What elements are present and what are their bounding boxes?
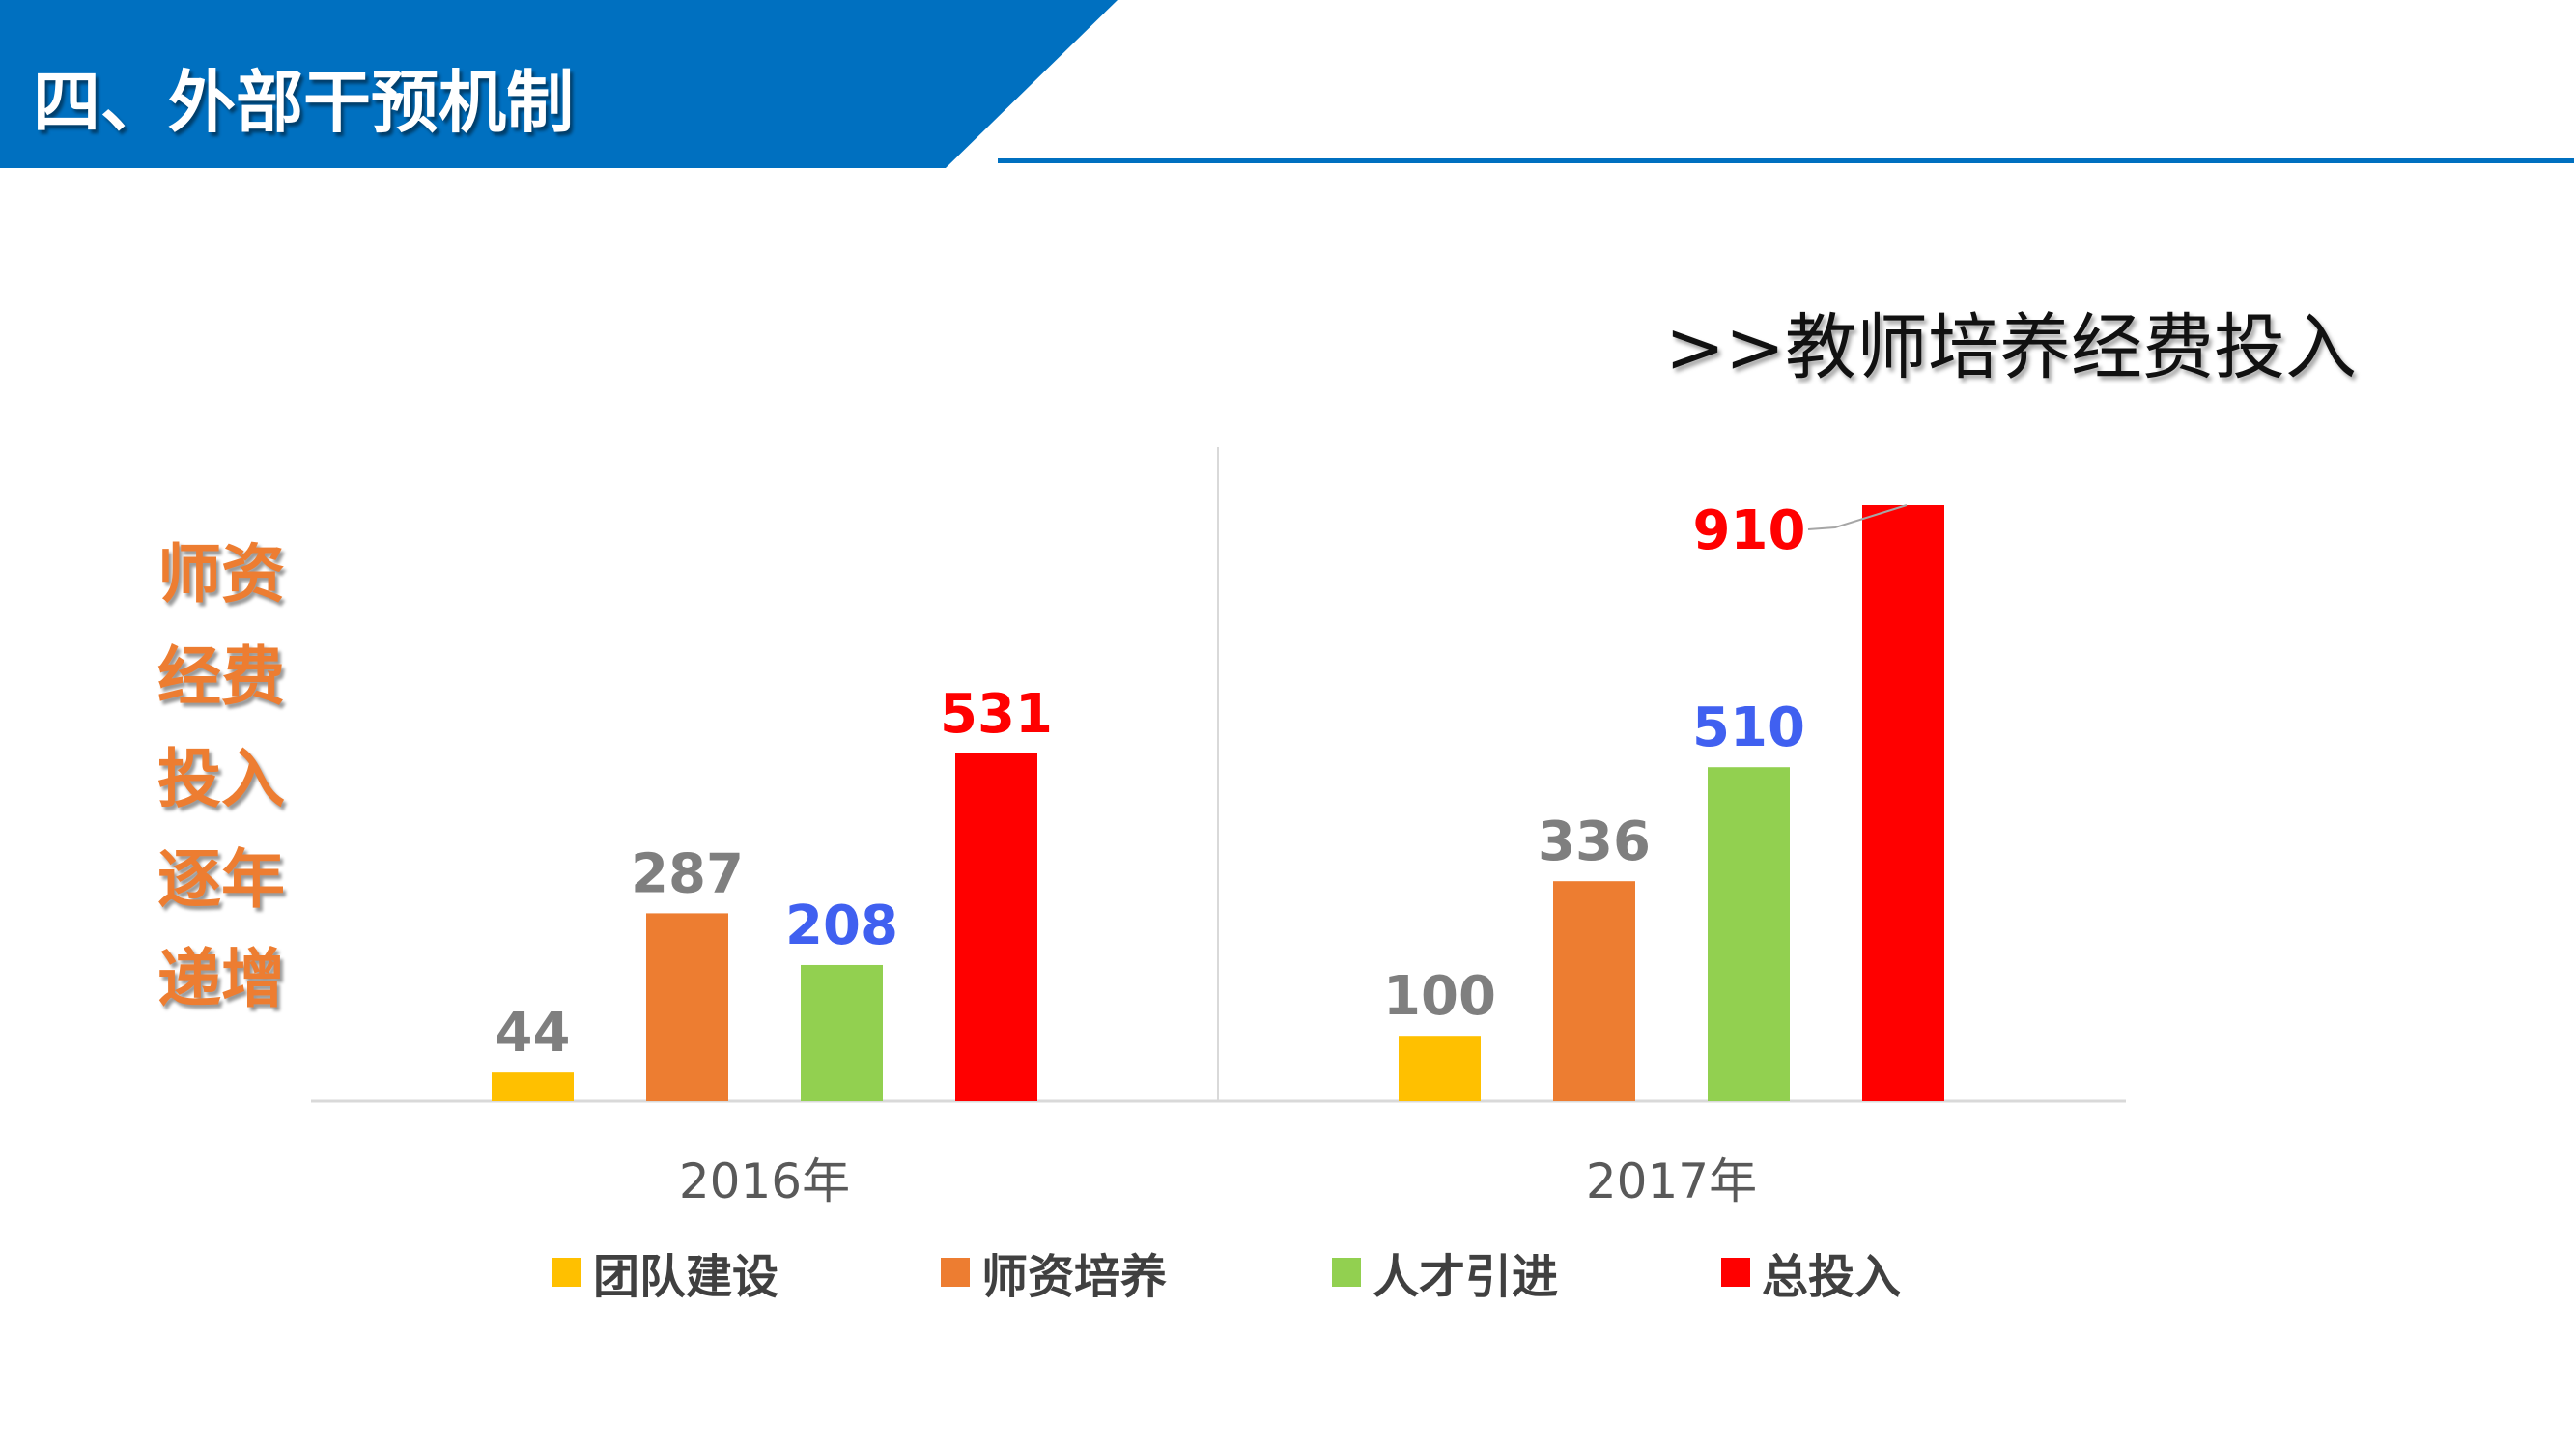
bar-2017年-团队建设 xyxy=(1399,1036,1481,1101)
bar-2016年-人才引进 xyxy=(801,964,883,1101)
bar-2017年-师资培养 xyxy=(1553,881,1635,1101)
legend-item: 师资培养 xyxy=(941,1238,1167,1306)
bar-2016年-师资培养 xyxy=(646,913,728,1101)
legend-item: 人才引进 xyxy=(1332,1238,1558,1306)
side-text-4: 逐年 xyxy=(157,842,285,917)
page-title: 四、外部干预机制 xyxy=(33,63,574,142)
data-label: 510 xyxy=(1692,697,1805,759)
bar-2017年-人才引进 xyxy=(1708,767,1790,1101)
legend-item: 总投入 xyxy=(1721,1238,1901,1306)
side-text-5: 递增 xyxy=(157,942,285,1016)
header-banner xyxy=(0,0,2574,168)
legend-swatch xyxy=(941,1258,970,1287)
legend-swatch xyxy=(552,1258,581,1287)
chart-subtitle: >>教师培养经费投入 xyxy=(1665,306,2358,389)
data-label: 531 xyxy=(940,683,1053,746)
legend-item: 团队建设 xyxy=(552,1238,778,1306)
legend-label: 总投入 xyxy=(1762,1250,1902,1304)
legend-label: 师资培养 xyxy=(981,1250,1168,1304)
legend-label: 人才引进 xyxy=(1373,1250,1559,1304)
bar-2017年-总投入 xyxy=(1862,505,1944,1101)
x-tick-label: 2016年 xyxy=(679,1153,850,1209)
side-text-1: 师资 xyxy=(157,537,285,611)
data-label: 44 xyxy=(495,1002,571,1065)
legend-label: 团队建设 xyxy=(593,1250,779,1304)
data-label: 208 xyxy=(785,895,898,957)
bar-2016年-团队建设 xyxy=(492,1072,574,1101)
side-text-2: 经费 xyxy=(157,640,285,714)
legend-swatch xyxy=(1332,1258,1361,1287)
bar-2016年-总投入 xyxy=(955,753,1037,1101)
data-label-leader-line xyxy=(1807,504,1908,530)
legend-swatch xyxy=(1721,1258,1750,1287)
data-label: 100 xyxy=(1383,965,1496,1028)
data-label: 336 xyxy=(1538,810,1651,873)
header-rule xyxy=(998,158,2574,163)
data-label: 287 xyxy=(631,842,744,905)
header-shape xyxy=(0,0,1118,168)
x-tick-label: 2017年 xyxy=(1586,1153,1757,1209)
data-label: 910 xyxy=(1693,499,1806,562)
side-text-3: 投入 xyxy=(157,742,285,816)
